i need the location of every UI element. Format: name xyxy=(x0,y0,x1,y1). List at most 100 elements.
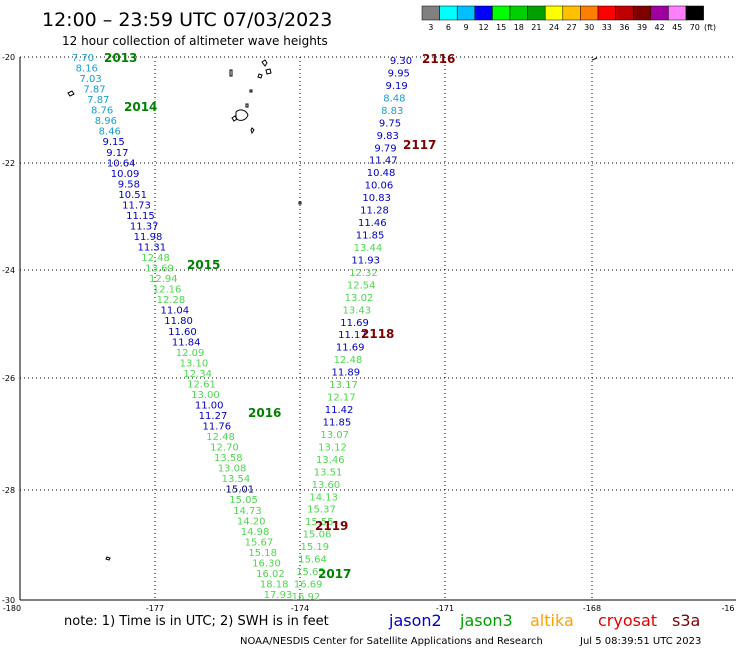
wave-height-label: 13.17 xyxy=(329,380,358,391)
color-scale-label: 42 xyxy=(655,23,665,32)
wave-height-label: 13.07 xyxy=(320,430,349,441)
wave-height-label: 11.60 xyxy=(168,327,197,338)
wave-height-label: 12.94 xyxy=(149,274,178,285)
wave-height-label: 13.02 xyxy=(345,293,374,304)
wave-height-label: 14.13 xyxy=(309,492,338,503)
color-scale-swatch xyxy=(615,5,634,21)
wave-height-label: 11.85 xyxy=(323,418,352,429)
lon-label: -177 xyxy=(146,604,164,613)
wave-height-label: 9.19 xyxy=(385,81,407,92)
island-shape xyxy=(249,89,253,93)
wave-height-label: 18.18 xyxy=(260,580,289,591)
wave-height-label: 13.69 xyxy=(145,264,174,275)
wave-height-label: 15.67 xyxy=(245,537,274,548)
wave-height-label: 12.48 xyxy=(334,355,363,366)
color-scale-label: 27 xyxy=(567,23,577,32)
island-shape xyxy=(229,69,233,77)
wave-height-label: 12.70 xyxy=(210,443,239,454)
wave-height-label: 11.93 xyxy=(351,255,380,266)
color-scale-label: 36 xyxy=(619,23,629,32)
island-shape xyxy=(265,68,272,75)
wave-height-label: 12.48 xyxy=(141,253,170,264)
color-scale-unit: (ft) xyxy=(704,23,716,32)
wave-height-label: 8.76 xyxy=(91,106,113,117)
wave-height-label: 13.08 xyxy=(218,464,247,475)
satellite-name-jason3: jason3 xyxy=(459,611,513,630)
color-scale-label: 3 xyxy=(428,23,433,32)
island-shape xyxy=(261,59,268,67)
lat-label: -24 xyxy=(2,266,15,275)
color-scale-swatch xyxy=(650,5,669,21)
pass-labels: 2013 2014 2015 2016 2017 2116 2117 2118 … xyxy=(104,51,455,581)
island-shape xyxy=(257,73,263,79)
pass-label-2016: 2016 xyxy=(248,406,281,420)
island-shape xyxy=(105,556,111,561)
wave-height-label: 16.69 xyxy=(294,580,323,591)
wave-height-label: 12.32 xyxy=(349,268,378,279)
wave-height-label: 15.19 xyxy=(300,542,329,553)
wave-height-label: 14.73 xyxy=(233,506,262,517)
wave-height-label: 8.96 xyxy=(95,116,117,127)
wave-height-label: 11.69 xyxy=(336,343,365,354)
lon-label: -16 xyxy=(721,604,734,613)
wave-height-label: 8.46 xyxy=(99,127,121,138)
wave-height-label: 7.03 xyxy=(79,74,101,85)
wave-height-label: 11.76 xyxy=(202,422,231,433)
wave-height-label: 10.06 xyxy=(365,181,394,192)
wave-height-label: 11.04 xyxy=(160,306,189,317)
color-scale-swatch xyxy=(509,5,528,21)
color-scale-label: 70 xyxy=(690,23,700,32)
island-shape xyxy=(591,57,598,61)
satellite-name-cryosat: cryosat xyxy=(598,611,657,630)
lon-label: -180 xyxy=(3,604,21,613)
map-title: 12:00 – 23:59 UTC 07/03/2023 xyxy=(42,9,332,31)
track-descending-east: 9.309.959.198.488.839.759.839.7911.4710.… xyxy=(292,56,412,603)
wave-height-label: 16.92 xyxy=(292,592,321,603)
color-scale-label: 33 xyxy=(602,23,612,32)
satellite-name-s3a: s3a xyxy=(672,611,700,630)
wave-height-label: 13.54 xyxy=(222,474,251,485)
wave-height-label: 12.16 xyxy=(153,285,182,296)
wave-height-label: 12.61 xyxy=(187,379,216,390)
island-shape xyxy=(67,90,75,97)
wave-height-label: 9.30 xyxy=(390,56,412,67)
wave-height-label: 13.58 xyxy=(214,453,243,464)
pass-label-2119: 2119 xyxy=(315,519,348,533)
wave-height-label: 9.17 xyxy=(106,148,128,159)
wave-height-label: 8.48 xyxy=(383,93,405,104)
footer-note: note: 1) Time is in UTC; 2) SWH is in fe… xyxy=(64,614,329,629)
color-scale-label: 15 xyxy=(496,23,506,32)
color-scale-swatch xyxy=(580,5,599,21)
wave-height-label: 13.46 xyxy=(316,455,345,466)
footer-credit: NOAA/NESDIS Center for Satellite Applica… xyxy=(240,636,543,647)
wave-height-label: 7.87 xyxy=(87,95,109,106)
wave-height-label: 14.20 xyxy=(237,516,266,527)
island-shape xyxy=(235,109,249,121)
wave-height-label: 11.42 xyxy=(325,405,354,416)
wave-height-label: 15.55 xyxy=(305,517,334,528)
color-scale-swatch xyxy=(544,5,564,21)
wave-height-label: 9.95 xyxy=(388,69,410,80)
wave-height-label: 10.09 xyxy=(111,169,140,180)
wave-height-label: 12.09 xyxy=(176,348,205,359)
map-subtitle: 12 hour collection of altimeter wave hei… xyxy=(62,34,328,48)
color-scale-swatch xyxy=(421,5,440,21)
island-outlines xyxy=(67,57,598,561)
color-scale-swatch xyxy=(492,5,511,21)
wave-height-label: 12.28 xyxy=(157,295,186,306)
wave-height-label: 11.89 xyxy=(331,368,360,379)
color-scale-label: 30 xyxy=(584,23,594,32)
wave-height-label: 13.12 xyxy=(318,442,347,453)
wave-height-label: 7.70 xyxy=(72,53,94,64)
lat-label: -28 xyxy=(2,486,15,495)
wave-height-label: 13.10 xyxy=(180,358,209,369)
wave-height-label: 11.84 xyxy=(172,337,201,348)
island-shape xyxy=(250,127,255,135)
wave-height-label: 13.60 xyxy=(312,480,341,491)
plot-area xyxy=(19,56,736,601)
island-shape xyxy=(245,103,249,108)
wave-height-label: 10.51 xyxy=(118,190,147,201)
wave-height-label: 11.47 xyxy=(369,156,398,167)
wave-height-label: 11.46 xyxy=(358,218,387,229)
